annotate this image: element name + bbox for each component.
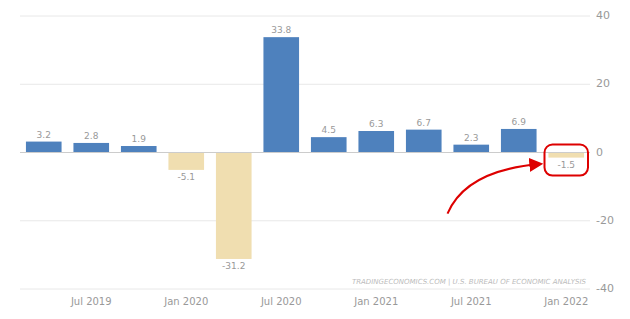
bar [548,153,584,158]
bar [121,146,157,152]
data-label: -31.2 [222,261,245,271]
data-label: 1.9 [132,134,147,144]
y-tick-label: -40 [596,282,614,295]
grid-line [20,152,590,153]
data-label: 2.8 [84,131,99,141]
bar [406,130,442,153]
bar [501,129,537,153]
data-label: 33.8 [271,25,291,35]
highlight-arrow [448,164,541,214]
grid-line [20,84,590,85]
data-label: 6.9 [512,117,527,127]
data-label: 3.2 [37,130,51,140]
data-label: 2.3 [464,133,478,143]
y-tick-label: 20 [596,77,610,90]
bar [73,143,109,153]
bar [216,153,252,259]
bar [263,37,299,152]
highlight-box [545,145,589,176]
bar [168,153,204,170]
x-tick-label: Jan 2021 [353,296,398,307]
data-label: -5.1 [177,172,195,182]
chart: -40 -20 0 20 40 3.2 2.8 1.9 -5.1 -31.2 33.8 4.5 6.3 6… [0,0,630,319]
x-tick-label: Jan 2020 [163,296,208,307]
y-tick-label: -20 [596,214,614,227]
chart-container: -40 -20 0 20 40 3.2 2.8 1.9 -5.1 -31.2 33.8 4.5 6.3 6… [0,0,630,319]
y-tick-label: 40 [596,9,610,22]
x-tick-label: Jul 2019 [70,296,112,307]
grid [20,16,590,289]
bar [358,131,394,152]
data-label: 6.7 [417,118,431,128]
bar [311,137,347,152]
grid-line [20,16,590,17]
zero-line [20,152,590,153]
y-tick-label: 0 [596,146,603,159]
data-label: 4.5 [322,125,336,135]
data-label: 6.3 [369,119,383,129]
x-tick-label: Jul 2021 [450,296,492,307]
grid-line [20,220,590,221]
bar [26,142,62,153]
grid-line [20,289,590,290]
x-tick-label: Jul 2020 [260,296,302,307]
bars [26,37,584,259]
bar [453,145,489,153]
watermark: TRADINGECONOMICS.COM | U.S. BUREAU OF EC… [352,278,587,286]
x-tick-label: Jan 2022 [543,296,588,307]
data-label: -1.5 [557,160,575,170]
